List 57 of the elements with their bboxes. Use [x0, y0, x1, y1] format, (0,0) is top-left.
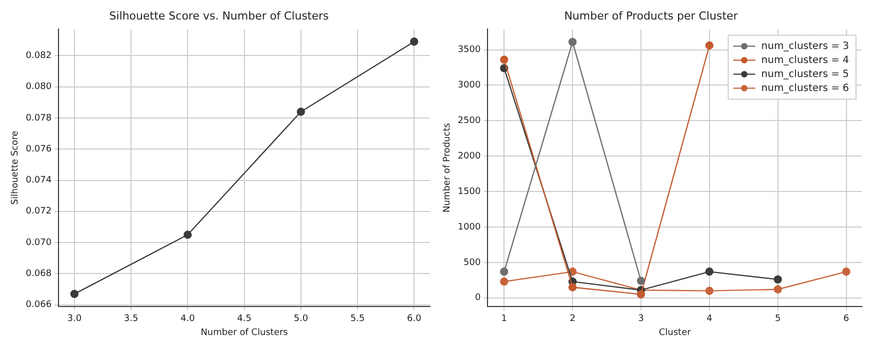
- y-tick-label: 3500: [458, 45, 481, 56]
- y-tick-label: 500: [464, 258, 481, 268]
- x-tick-label: 3.0: [67, 314, 82, 324]
- y-tick-label: 0.068: [26, 269, 52, 280]
- point: [636, 290, 646, 298]
- point: [705, 41, 714, 50]
- y-tick-label: 0.070: [26, 238, 52, 248]
- point: [500, 277, 508, 286]
- y-axis-title: Number of Products: [442, 122, 453, 213]
- legend-label: num_clusters = 3: [761, 40, 849, 52]
- point: [70, 290, 79, 298]
- point: [774, 275, 782, 284]
- point: [842, 268, 850, 276]
- legend-label: num_clusters = 4: [761, 54, 849, 66]
- point: [568, 38, 577, 46]
- chart-title: Silhouette Score vs. Number of Clusters: [109, 9, 330, 22]
- x-axis-title: Number of Clusters: [200, 328, 288, 338]
- y-tick-label: 0.076: [26, 144, 52, 154]
- y-tick-label: 1500: [458, 186, 481, 197]
- point: [705, 268, 714, 276]
- y-tick-label: 0.080: [26, 82, 52, 92]
- x-tick-label: 6.0: [406, 314, 422, 324]
- x-tick-label: 5.5: [350, 314, 365, 324]
- y-tick-label: 3000: [458, 80, 481, 91]
- point: [774, 285, 782, 294]
- x-tick-label: 1: [501, 314, 507, 324]
- x-tick-label: 3: [638, 314, 644, 324]
- point: [410, 38, 418, 46]
- x-tick-label: 4.5: [237, 314, 252, 324]
- x-tick-label: 5.0: [294, 314, 308, 324]
- x-tick-label: 3.5: [124, 314, 138, 324]
- point: [705, 286, 714, 295]
- y-tick-label: 0.078: [26, 113, 52, 124]
- y-axis-title: Silhouette Score: [10, 130, 21, 205]
- x-tick-label: 4: [706, 314, 713, 324]
- legend-label: num_clusters = 5: [761, 68, 849, 80]
- point: [636, 276, 646, 285]
- x-tick-label: 2: [570, 314, 576, 324]
- chart-title: Number of Products per Cluster: [564, 9, 738, 22]
- x-axis-title: Cluster: [658, 328, 692, 338]
- x-tick-label: 6: [843, 314, 850, 324]
- y-tick-label: 0.082: [26, 51, 52, 62]
- point: [296, 108, 306, 116]
- x-tick-label: 5: [774, 314, 781, 324]
- point: [500, 56, 508, 64]
- y-tick-label: 0: [474, 293, 481, 304]
- y-tick-label: 2000: [458, 151, 481, 162]
- y-tick-label: 0.066: [26, 300, 52, 310]
- x-tick-label: 4.0: [180, 314, 196, 324]
- legend-label: num_clusters = 6: [761, 82, 849, 94]
- y-tick-label: 2500: [458, 116, 481, 126]
- y-tick-label: 0.072: [26, 206, 52, 217]
- point: [568, 283, 577, 292]
- y-tick-label: 1000: [458, 222, 481, 232]
- y-tick-label: 0.074: [26, 176, 52, 186]
- point: [184, 230, 192, 239]
- point: [500, 268, 508, 276]
